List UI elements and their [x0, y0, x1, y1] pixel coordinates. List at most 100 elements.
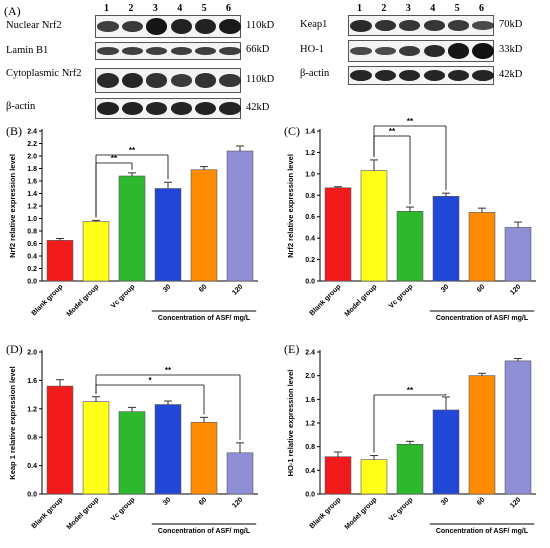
x-category-label: Model group [66, 496, 101, 531]
left-band [146, 47, 168, 55]
bar [468, 212, 496, 282]
y-axis-label: Nrf2 relative expression level [8, 154, 17, 258]
right-band [374, 70, 397, 81]
right-band [447, 43, 470, 59]
x-category-label: Vc group [388, 283, 414, 309]
x-category-label: Blank group [31, 283, 65, 317]
y-tick-label: 0.8 [27, 229, 37, 236]
x-category-label: Model group [344, 283, 379, 318]
right-lane-number: 1 [357, 3, 362, 14]
y-tick-label: 0.4 [305, 468, 315, 475]
left-band [194, 19, 217, 34]
panel-label-e: (E) [284, 342, 300, 356]
significance-label: * [148, 376, 152, 385]
y-tick-label: 0.4 [27, 254, 37, 261]
x-group-label: Concentration of ASF/ mg/L [158, 528, 251, 535]
y-tick-label: 0.6 [305, 214, 315, 221]
left-band [97, 73, 119, 88]
right-kd-label: 70kD [499, 18, 523, 30]
left-blot-label: Nuclear Nrf2 [6, 20, 62, 31]
significance-label: ** [129, 146, 136, 155]
bar [324, 456, 352, 495]
right-band [447, 70, 470, 81]
bar [190, 421, 218, 495]
y-tick-label: 1.2 [305, 421, 315, 428]
left-band [146, 73, 168, 88]
left-band [170, 102, 192, 115]
y-tick-label: 1.6 [27, 378, 37, 385]
right-band [472, 43, 494, 59]
y-tick-label: 2.4 [27, 129, 37, 136]
right-blot-image [348, 40, 494, 62]
y-tick-label: 1.2 [27, 406, 37, 413]
bar [118, 175, 146, 282]
right-band [350, 70, 372, 81]
left-blot-image [95, 98, 241, 119]
left-kd-label: 110kD [246, 19, 275, 31]
y-tick-label: 1.6 [305, 397, 315, 404]
chart-e-ho1: 0.0 0.4 0.8 1.2 1.6 2.0 2.4 HO-1 relative expre… [286, 350, 536, 535]
x-category-label: 60 [198, 496, 209, 507]
panel-label-c: (C) [284, 124, 300, 138]
x-category-label: Blank group [309, 283, 343, 317]
x-category-label: 30 [440, 496, 451, 507]
left-blot-label: β-actin [6, 101, 36, 112]
x-category-label: 120 [231, 496, 244, 509]
right-lane-number: 6 [479, 3, 484, 14]
right-band [447, 20, 470, 31]
bar [324, 187, 352, 282]
y-tick-label: 0.0 [27, 279, 37, 286]
left-band [194, 47, 217, 55]
left-lane-number: 2 [128, 3, 134, 14]
right-band [374, 19, 397, 32]
left-kd-label: 110kD [246, 73, 275, 85]
right-blot-image [348, 15, 494, 36]
bar [432, 196, 460, 282]
y-tick-label: 2.0 [305, 373, 315, 380]
right-band [399, 70, 421, 81]
left-band [170, 47, 192, 55]
y-tick-label: 1.4 [305, 129, 315, 136]
right-band [399, 20, 421, 31]
bar [226, 150, 254, 282]
x-category-label: Vc group [388, 496, 414, 522]
left-band [146, 102, 168, 115]
y-tick-label: 1.0 [27, 216, 37, 223]
x-category-label: 30 [162, 496, 173, 507]
y-tick-label: 0.2 [305, 257, 315, 264]
right-band [350, 19, 372, 32]
bar [396, 444, 424, 495]
bar [82, 401, 110, 495]
significance-label: ** [407, 117, 414, 126]
x-category-label: 60 [198, 283, 209, 294]
left-band [121, 72, 144, 89]
left-band [219, 102, 241, 115]
left-lane-number: 4 [177, 3, 183, 14]
right-lane-number: 2 [381, 3, 387, 14]
bar [82, 221, 110, 282]
x-category-label: Model group [344, 496, 379, 531]
bar [504, 360, 532, 495]
chart-d-keap1: 0.0 0.4 0.8 1.2 1.6 2.0 Keap 1 relative expres… [8, 350, 258, 535]
right-blot-image [348, 66, 494, 85]
y-tick-label: 0.4 [27, 463, 37, 470]
left-band [121, 20, 144, 33]
significance-label: ** [407, 386, 414, 395]
right-lane-number: 3 [405, 3, 411, 14]
left-band [121, 101, 144, 116]
y-tick-label: 0.2 [27, 266, 37, 273]
right-band [374, 46, 397, 56]
left-band [194, 101, 217, 116]
right-blot-label: Keap1 [300, 19, 328, 30]
x-group-label: Concentration of ASF/ mg/L [436, 528, 529, 535]
x-category-label: Model group [66, 283, 101, 318]
bar [154, 404, 182, 495]
y-tick-label: 2.0 [27, 154, 37, 161]
y-axis-label: Nrf2 relative expression level [286, 154, 295, 258]
left-band [219, 18, 241, 35]
y-tick-label: 1.2 [27, 204, 37, 211]
left-blot-image [95, 42, 241, 60]
y-tick-label: 0.4 [305, 236, 315, 243]
y-tick-label: 0.8 [305, 444, 315, 451]
y-tick-label: 1.4 [27, 191, 37, 198]
